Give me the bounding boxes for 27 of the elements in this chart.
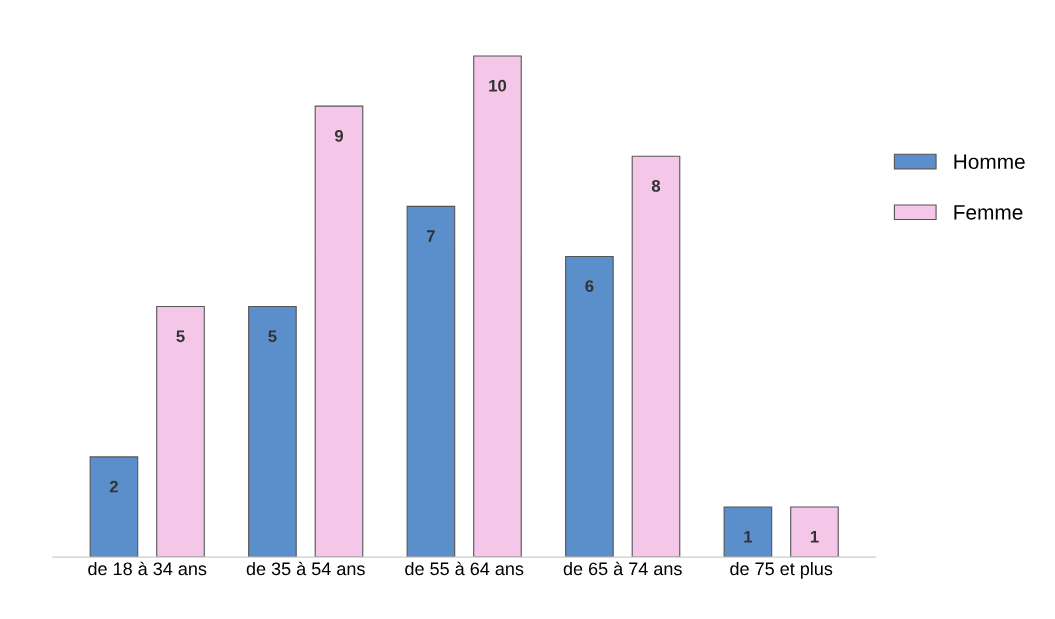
bar: [248, 305, 297, 558]
x-tick-label: de 55 à 64 ans: [405, 561, 524, 576]
x-tick-label: de 75 et plus: [730, 561, 833, 579]
data-label: 2: [109, 480, 118, 493]
bar: [565, 255, 614, 558]
data-label: 10: [489, 79, 507, 92]
x-tick-label: de 18 à 34 ans: [88, 561, 207, 576]
bar: [473, 55, 522, 558]
legend-label: Femme: [954, 205, 1023, 220]
bar: [89, 456, 139, 558]
x-tick-label: de 35 à 54 ans: [246, 561, 365, 576]
bar: [790, 506, 839, 558]
data-label: 6: [585, 280, 594, 293]
bar: [723, 506, 773, 558]
bar: [406, 205, 456, 558]
x-tick-label: de 65 à 74 ans: [563, 561, 682, 576]
data-label: 1: [810, 530, 819, 543]
bar: [631, 155, 681, 558]
data-label: 8: [651, 180, 661, 192]
bar: [314, 105, 364, 558]
data-label: 9: [334, 129, 344, 142]
data-label: 5: [176, 330, 185, 343]
legend-label: Homme: [954, 154, 1025, 170]
data-label: 7: [427, 230, 435, 242]
data-label: 5: [268, 330, 277, 343]
bar: [156, 305, 205, 558]
data-label: 1: [744, 530, 753, 543]
